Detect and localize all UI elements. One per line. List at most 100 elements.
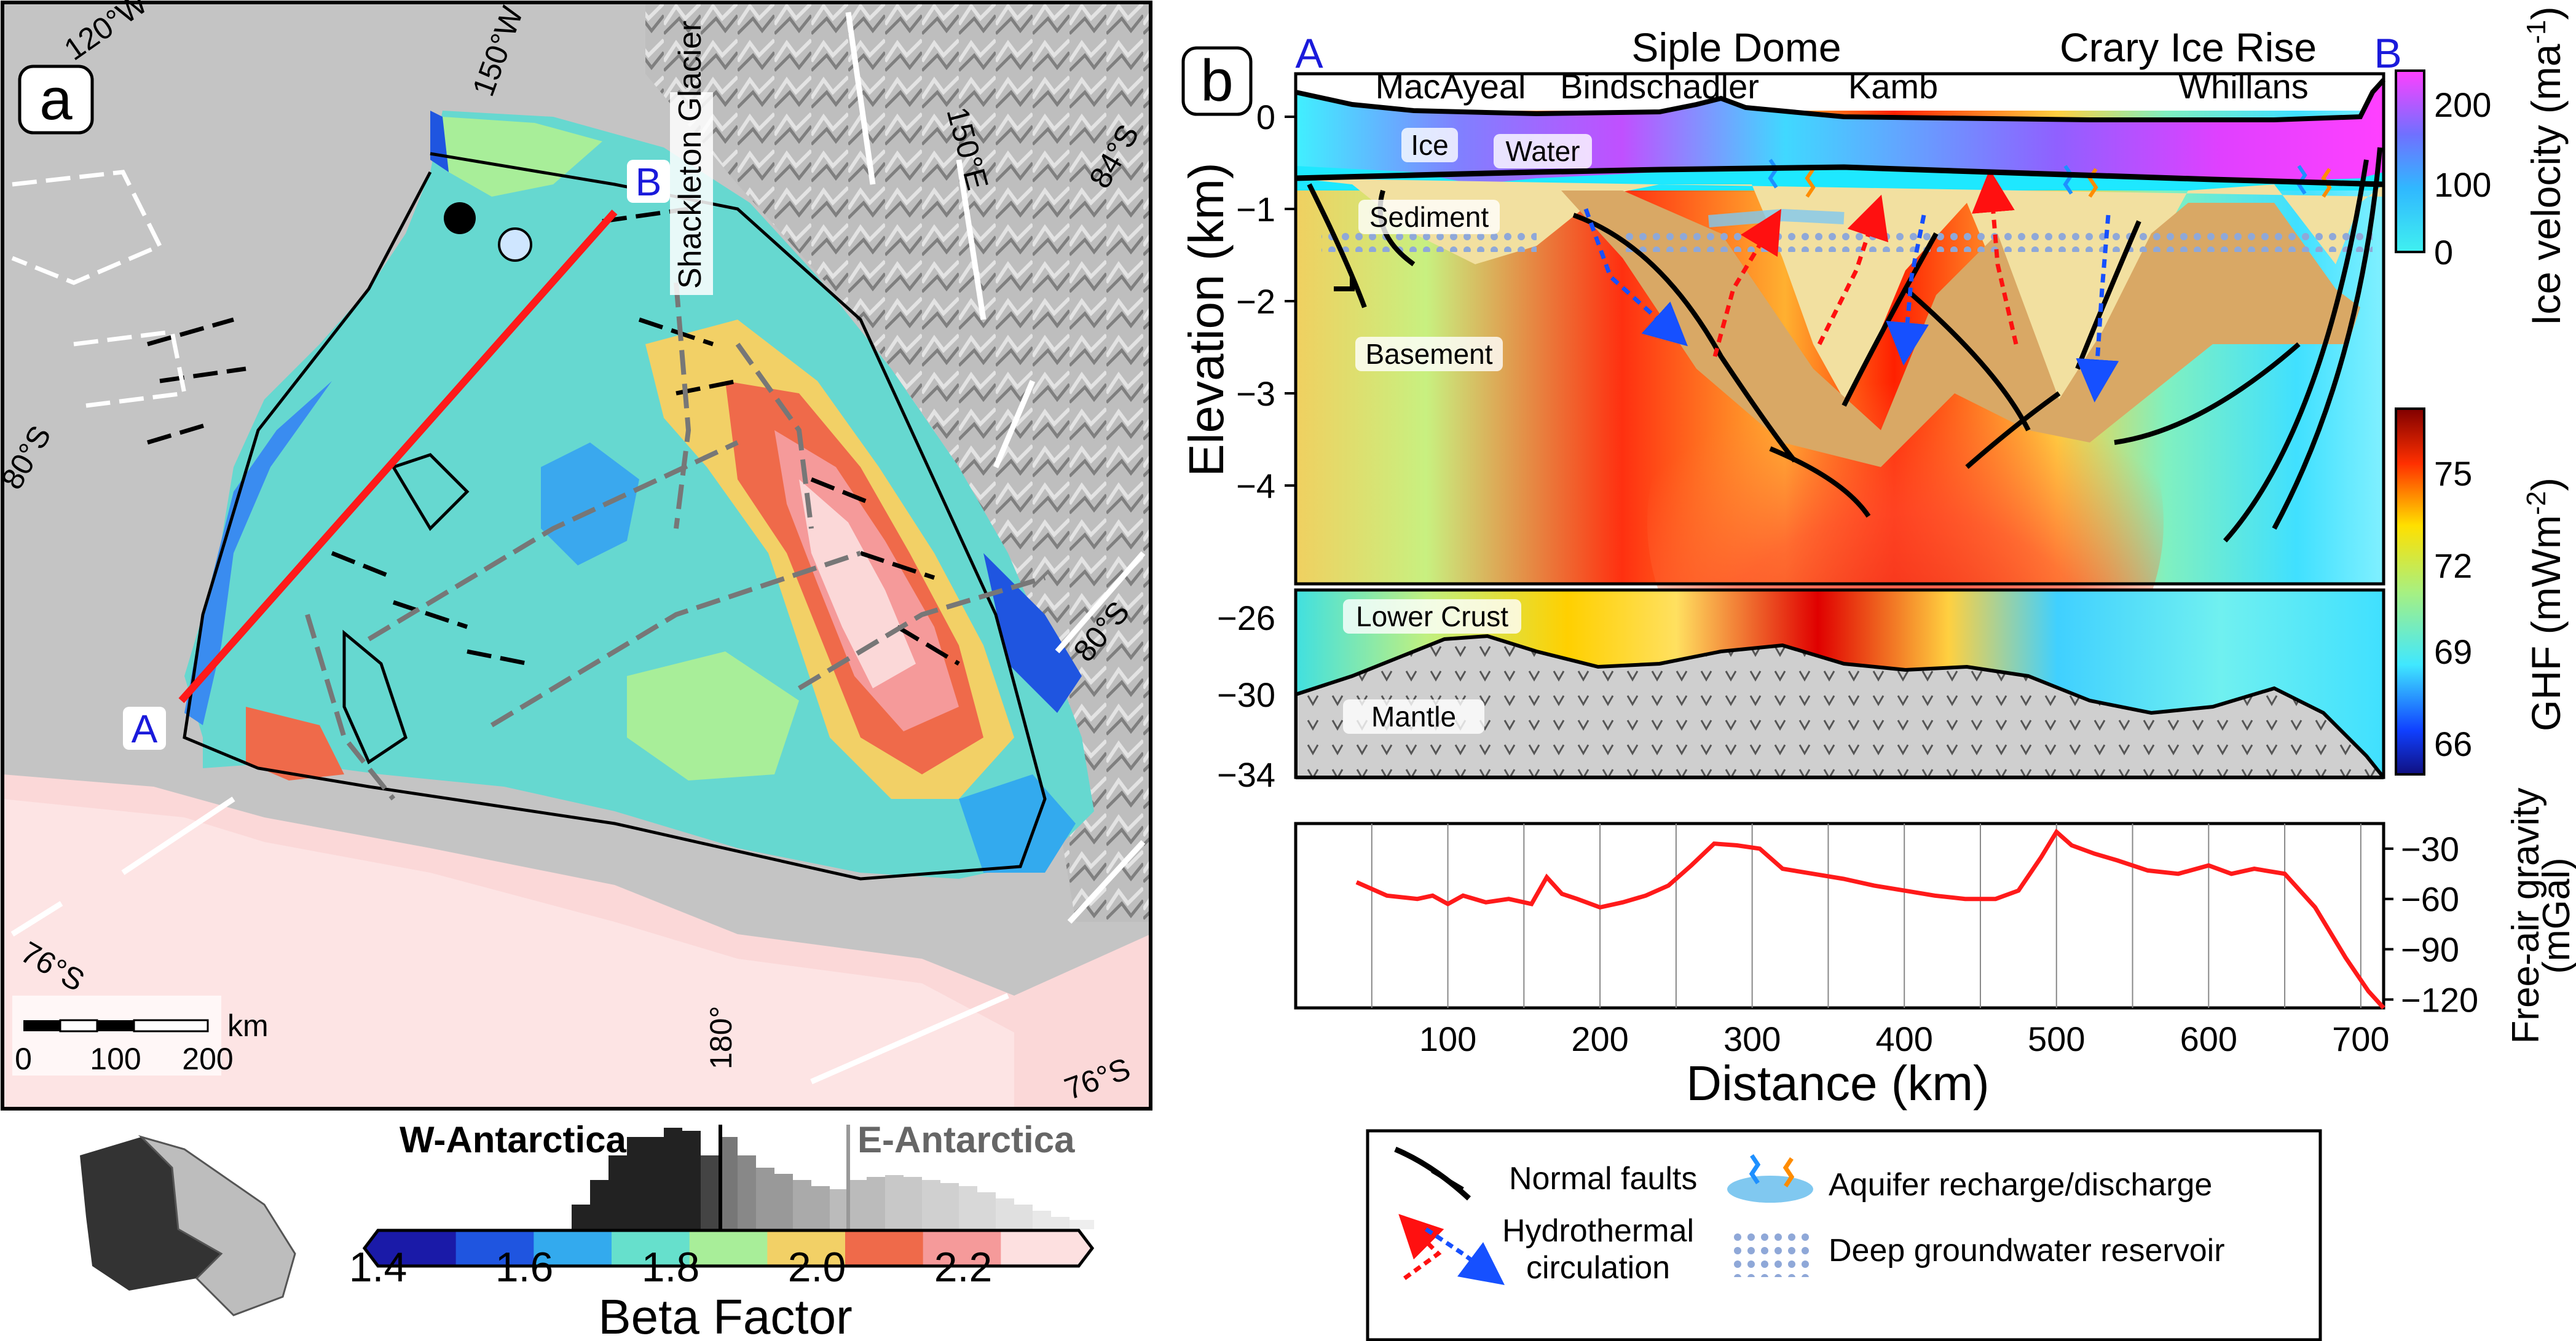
legend-hydrothermal-icon — [1398, 1214, 1505, 1285]
label-lower-crust: Lower Crust — [1356, 600, 1508, 632]
lower-section-frame — [1294, 588, 2385, 779]
beta-colorbar-segment — [923, 1230, 1001, 1266]
distance-tick-label: 500 — [2028, 1020, 2085, 1058]
transantarctic-mountains — [645, 2, 1151, 922]
legend-aquifer-label: Aquifer recharge/discharge — [1829, 1167, 2212, 1203]
gravity-y-ticks: −30 −60 −90 −120 — [2384, 830, 2478, 1019]
beta-tick: 2.0 — [788, 1244, 846, 1291]
crust-tick: −34 — [1217, 755, 1275, 794]
beta-colorbar-frame — [362, 1229, 1095, 1268]
panel-a-letter: a — [39, 66, 73, 132]
gravity-tick-label: −120 — [2401, 980, 2478, 1019]
beta-tick: 1.4 — [349, 1244, 408, 1291]
svg-text:69: 69 — [2434, 632, 2472, 671]
distance-tick-label: 700 — [2332, 1020, 2389, 1058]
svg-text:0: 0 — [2434, 233, 2453, 272]
legend-aquifer-icon — [1727, 1154, 1813, 1203]
upper-section-frame — [1294, 72, 2385, 586]
layer-labels: Ice Water Sediment Basement Lower Crust … — [1343, 128, 1592, 734]
svg-text:75: 75 — [2434, 454, 2472, 493]
beta-tick: 2.2 — [934, 1244, 993, 1291]
beta-colorbar-segment — [845, 1230, 924, 1266]
distance-tick-label: 200 — [1571, 1020, 1628, 1058]
svg-text:200: 200 — [2434, 85, 2491, 124]
map-frame — [1, 1, 1152, 1111]
label-e-antarctica: E-Antarctica — [857, 1119, 1075, 1160]
label-siple-dome: Siple Dome — [1631, 25, 1841, 70]
velocity-colorbar-label: Ice velocity (ma-1) — [2521, 6, 2569, 326]
inset-antarctica-map — [80, 1135, 296, 1316]
gravity-tick-label: −60 — [2401, 880, 2459, 919]
crust-tick: −30 — [1217, 675, 1275, 714]
legend-reservoir-swatch — [1730, 1228, 1813, 1277]
grey-dashed-faults — [305, 282, 1046, 801]
gravity-tick-label: −30 — [2401, 830, 2459, 868]
beta-colorbar-low-cap — [364, 1230, 378, 1266]
gravity-tick-label: −90 — [2401, 930, 2459, 969]
legend-hydrothermal-label-2: circulation — [1526, 1250, 1670, 1286]
beta-tick: 1.8 — [642, 1244, 700, 1291]
label-ice: Ice — [1411, 129, 1448, 161]
svg-text:72: 72 — [2434, 546, 2472, 585]
elev-tick: −4 — [1236, 466, 1275, 505]
legend-box — [1366, 1129, 2322, 1341]
svg-text:b: b — [1200, 48, 1233, 114]
elevation-axis-label: Elevation (km) — [1179, 162, 1234, 476]
elev-tick: −3 — [1236, 374, 1275, 413]
gravity-series-line — [1355, 828, 2385, 1010]
black-marker — [444, 202, 476, 234]
svg-text:100: 100 — [2434, 165, 2491, 204]
beta-colorbar-segment — [1001, 1230, 1079, 1266]
velocity-colorbar: 200 100 0 Ice velocity (ma-1) — [2395, 6, 2569, 326]
ice-base-line — [1295, 164, 2384, 187]
svg-text:66: 66 — [2434, 725, 2472, 763]
svg-text:A: A — [132, 707, 158, 751]
cross-section-label-a: A — [1295, 30, 1323, 77]
gravity-axis-unit: (mGal) — [2535, 857, 2576, 973]
ice-surface-line — [1295, 78, 2385, 122]
beta-factor-colorbar: W-Antarctica E-Antarctica 1.4 1.6 1.8 2.… — [349, 1119, 1095, 1341]
elev-tick: 0 — [1256, 98, 1275, 136]
beta-colorbar-segment — [689, 1230, 768, 1266]
legend: Normal faults Hydrothermal circulation A… — [1366, 1129, 2322, 1341]
beta-colorbar-segment — [455, 1230, 534, 1266]
distance-tick-label: 400 — [1875, 1020, 1932, 1058]
fault-lines — [1307, 147, 2382, 543]
distance-tick-label: 300 — [1723, 1020, 1781, 1058]
panel-a-label: a — [18, 65, 94, 135]
label-w-antarctica: W-Antarctica — [400, 1119, 626, 1160]
beta-colorbar-segment — [767, 1230, 846, 1266]
gravity-plot-frame — [1294, 822, 2385, 1010]
beta-tick: 1.6 — [495, 1244, 554, 1291]
gravity-profile-chart: −30 −60 −90 −120 100 200 300 400 500 600 700 Dist… — [1294, 788, 2576, 1111]
label-crary-ice-rise: Crary Ice Rise — [2060, 25, 2317, 70]
panel-b-cross-section: b A B Siple Dome Crary Ice Rise MacAyeal… — [1179, 6, 2569, 794]
beta-colorbar-segment — [378, 1230, 457, 1266]
svg-text:0: 0 — [15, 1042, 32, 1076]
light-blue-marker — [498, 227, 532, 262]
beta-colorbar-segments — [362, 1229, 1095, 1268]
label-basement: Basement — [1365, 338, 1492, 370]
distance-x-ticks: 100 200 300 400 500 600 700 — [1419, 1020, 2390, 1058]
svg-text:B: B — [636, 160, 662, 204]
profile-a-b-line — [178, 210, 618, 703]
legend-normal-faults-label: Normal faults — [1509, 1161, 1697, 1197]
svg-text:Shackleton Glacier: Shackleton Glacier — [672, 21, 708, 289]
svg-text:100: 100 — [90, 1042, 141, 1076]
ghf-colorbar-label: GHF (mWm-2) — [2521, 478, 2569, 731]
cross-section-body — [1296, 80, 2384, 779]
crust-tick: −26 — [1217, 599, 1275, 637]
distance-axis-label: Distance (km) — [1686, 1056, 1989, 1111]
hydrothermal-arrows — [1583, 169, 2119, 403]
black-dashed-faults — [146, 206, 960, 666]
label-water: Water — [1506, 135, 1580, 167]
elev-tick: −1 — [1236, 190, 1275, 229]
legend-hydrothermal-label-1: Hydrothermal — [1502, 1213, 1694, 1249]
profile-label-b: B — [627, 160, 670, 204]
elevation-axis: 0 −1 −2 −3 −4 Elevation (km) — [1179, 98, 1296, 505]
crust-depth-axis: −26 −30 −34 — [1217, 599, 1275, 794]
white-profile-lines — [10, 12, 1146, 1085]
svg-text:200: 200 — [182, 1042, 233, 1076]
scale-bar: km 0 100 200 — [12, 996, 269, 1076]
